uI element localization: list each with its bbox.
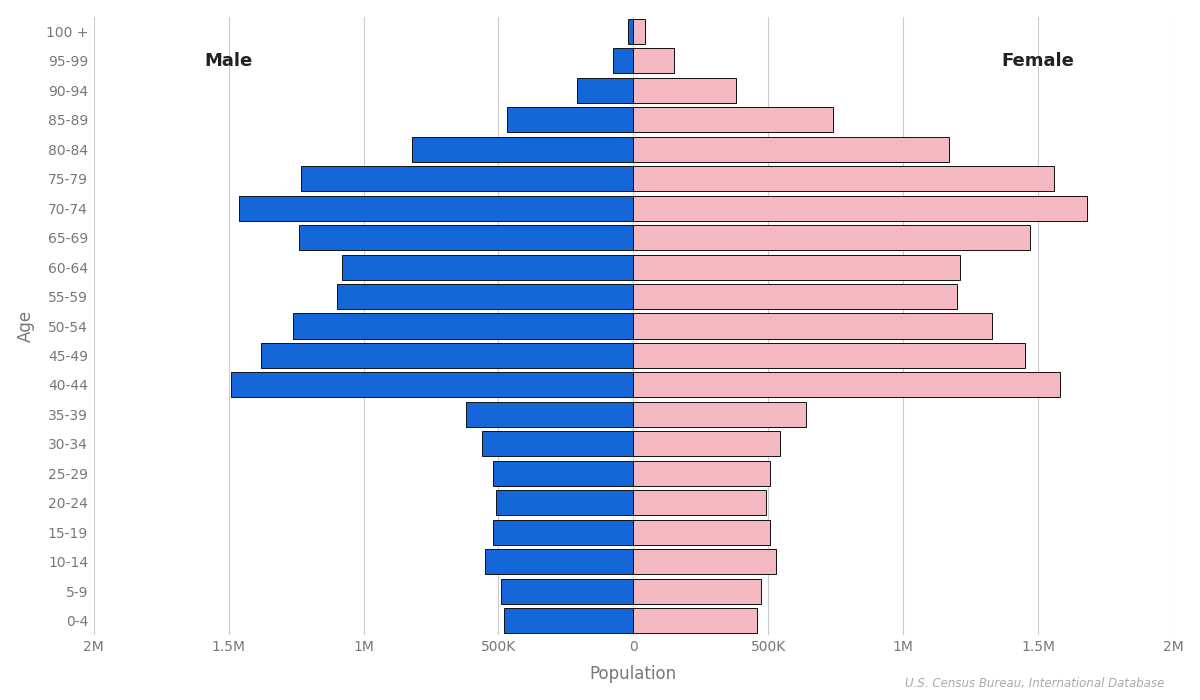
Text: Female: Female	[1002, 52, 1074, 70]
Bar	[336, 284, 634, 309]
Bar	[634, 519, 769, 545]
Bar	[502, 579, 634, 603]
Y-axis label: Age: Age	[17, 310, 35, 342]
Bar	[482, 431, 634, 456]
Bar	[232, 372, 634, 398]
Bar	[577, 78, 634, 103]
Bar	[496, 490, 634, 515]
Bar	[634, 461, 769, 486]
Bar	[260, 343, 634, 368]
Bar	[634, 402, 806, 427]
Bar	[634, 255, 960, 279]
Bar	[629, 19, 634, 44]
Bar	[506, 107, 634, 132]
Bar	[613, 48, 634, 74]
Bar	[634, 314, 992, 339]
Bar	[634, 19, 646, 44]
Bar	[634, 48, 674, 74]
Bar	[634, 136, 949, 162]
Bar	[634, 107, 833, 132]
Bar	[634, 78, 736, 103]
Bar	[493, 519, 634, 545]
Bar	[485, 550, 634, 574]
Text: U.S. Census Bureau, International Database: U.S. Census Bureau, International Databa…	[905, 676, 1164, 690]
Bar	[504, 608, 634, 634]
Bar	[240, 195, 634, 220]
Bar	[634, 166, 1055, 191]
Bar	[301, 166, 634, 191]
Bar	[634, 608, 757, 634]
Bar	[634, 225, 1030, 250]
Bar	[634, 550, 776, 574]
Bar	[634, 284, 958, 309]
Bar	[299, 225, 634, 250]
Bar	[342, 255, 634, 279]
Bar	[634, 579, 762, 603]
Bar	[634, 372, 1060, 398]
Bar	[634, 431, 780, 456]
Bar	[634, 490, 766, 515]
Bar	[293, 314, 634, 339]
X-axis label: Population: Population	[589, 665, 677, 683]
Bar	[412, 136, 634, 162]
Bar	[466, 402, 634, 427]
Text: Male: Male	[204, 52, 253, 70]
Bar	[634, 343, 1025, 368]
Bar	[634, 195, 1087, 220]
Bar	[493, 461, 634, 486]
